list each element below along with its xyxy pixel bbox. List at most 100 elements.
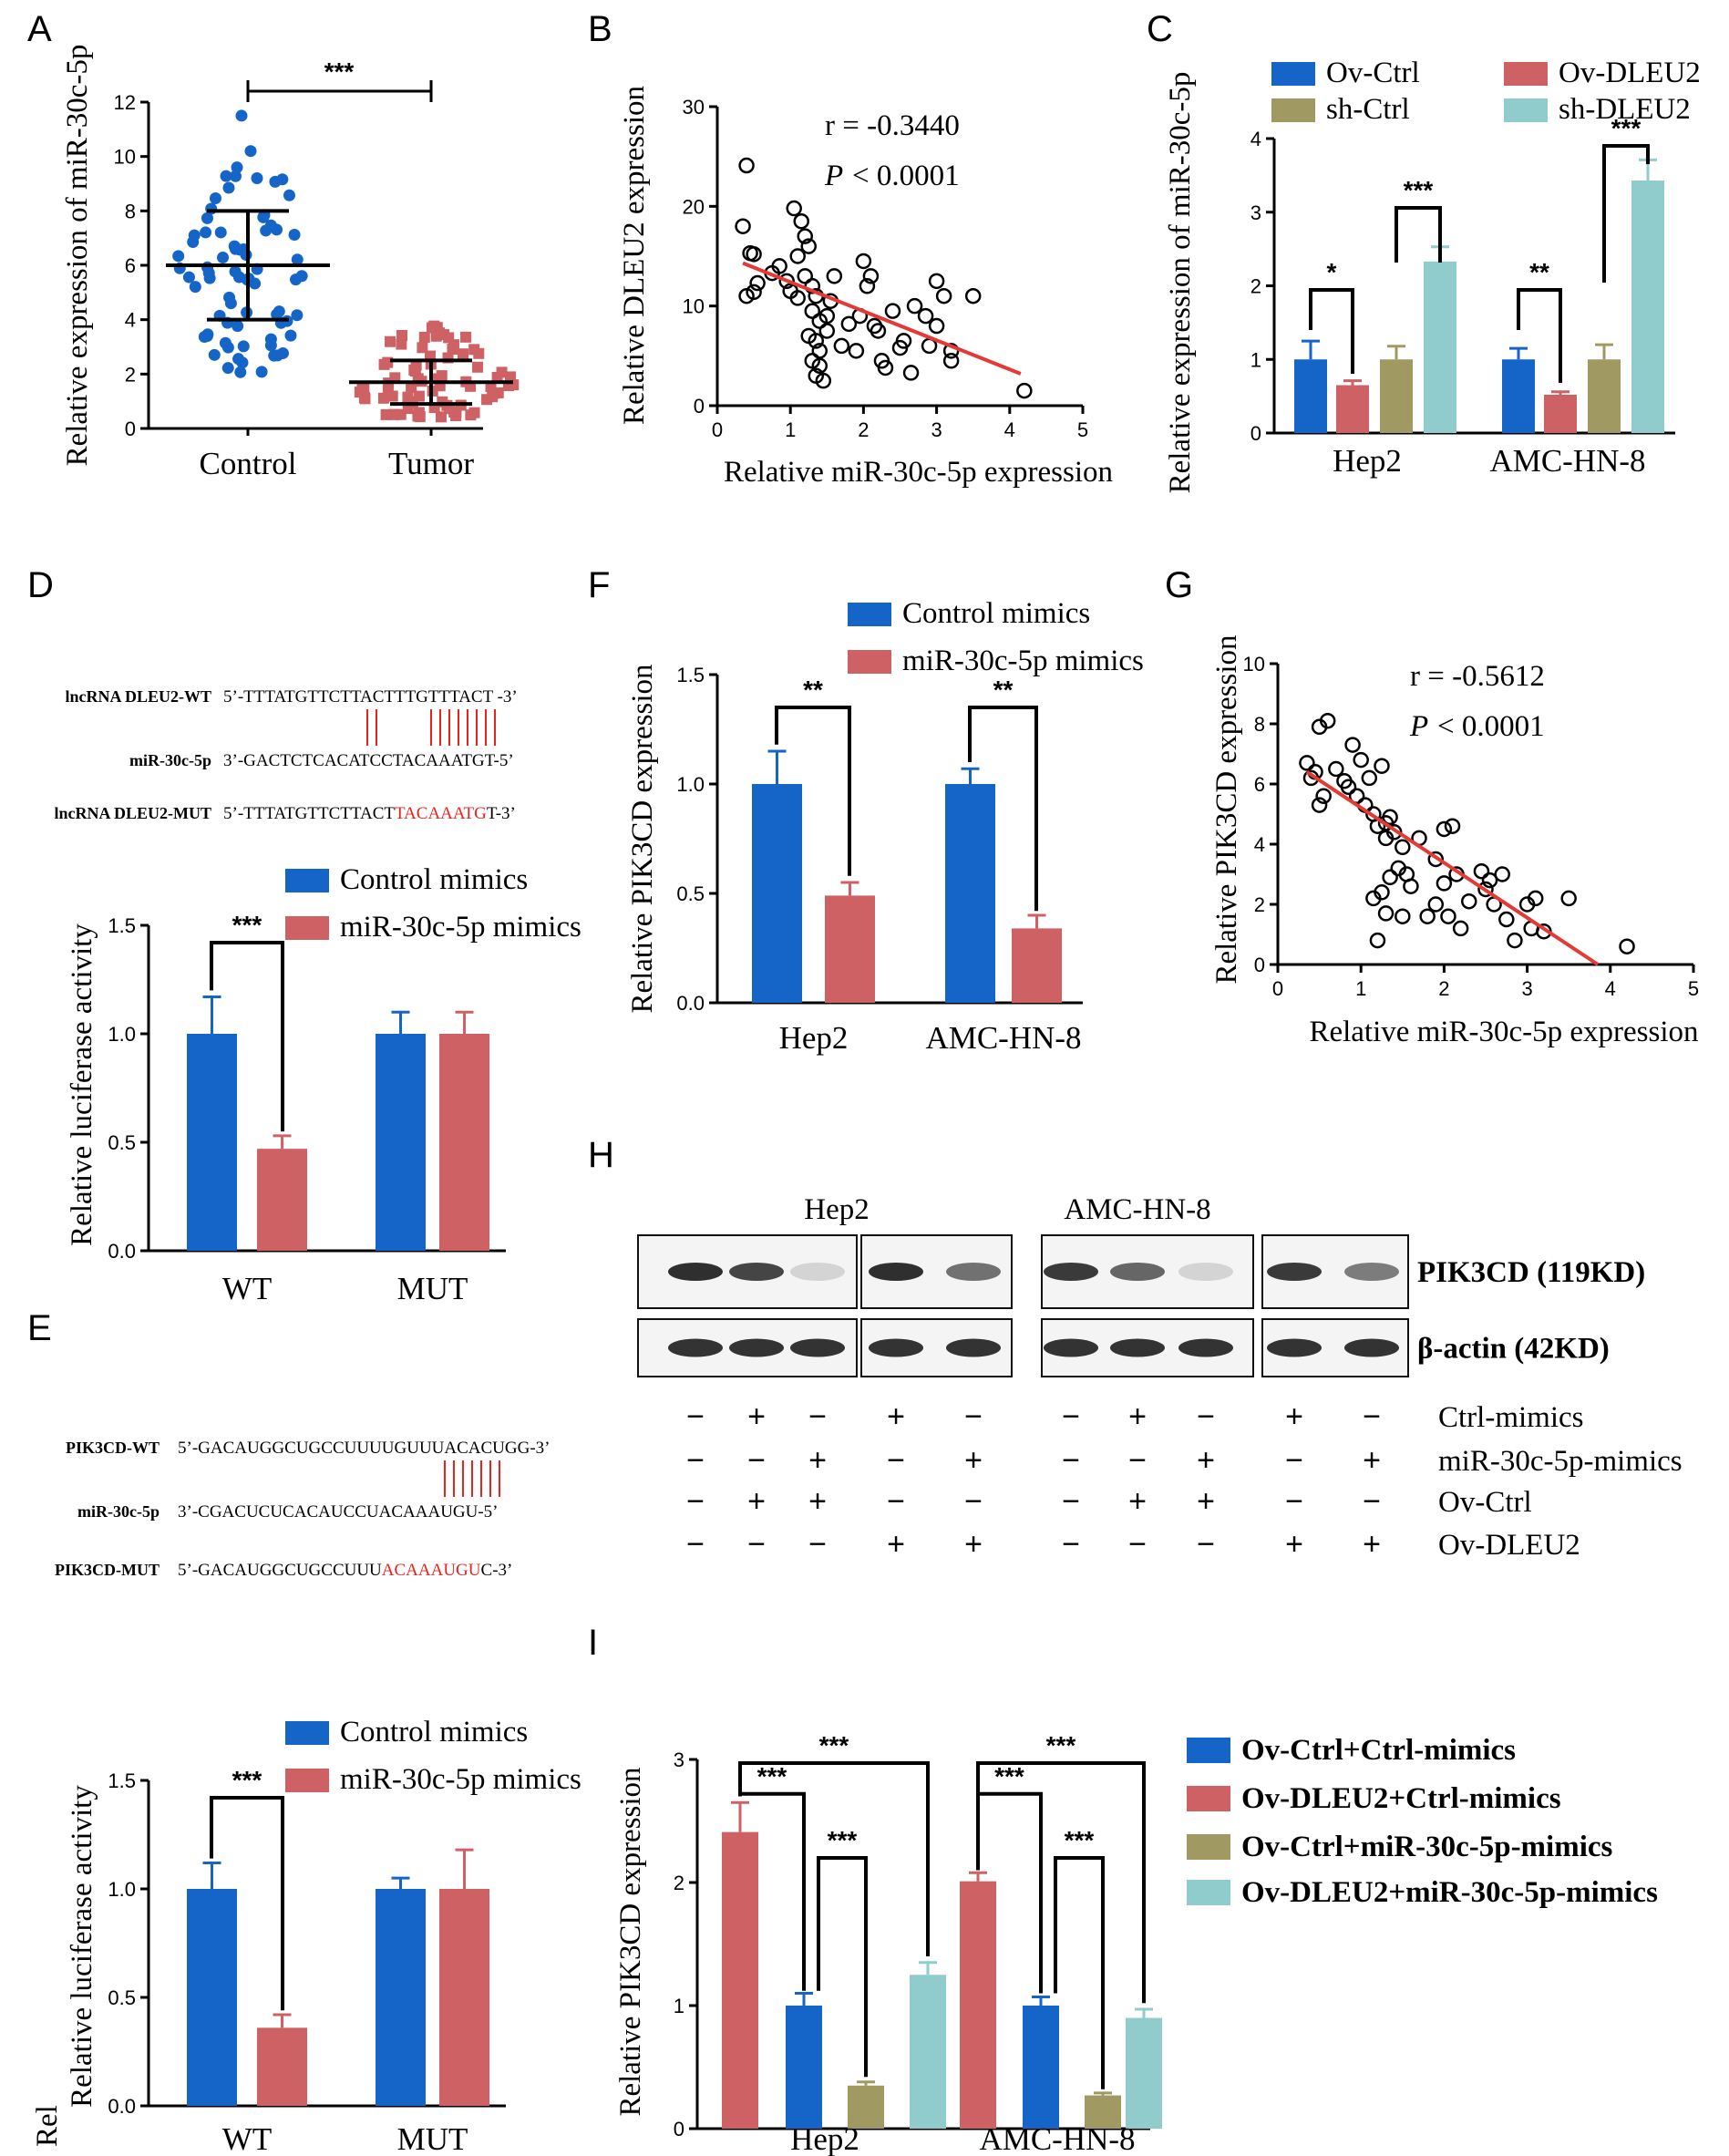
significance-stars: ***: [1065, 1826, 1095, 1854]
bar-miR-30c-5p mimics: [439, 1889, 489, 2106]
y-tick-label: 1.5: [108, 914, 136, 937]
tumor-data-point: [386, 390, 398, 402]
x-category-label: WT: [222, 1271, 272, 1306]
data-point: [1369, 932, 1386, 949]
data-point: [778, 273, 795, 290]
data-point: [738, 287, 755, 304]
actin-band: [1344, 1338, 1399, 1357]
data-point: [797, 228, 813, 244]
data-point: [877, 359, 894, 377]
treatment-sign: +: [808, 1484, 827, 1519]
data-point: [1328, 760, 1344, 778]
data-point: [1419, 908, 1436, 924]
y-axis-title: Relative PIK3CD expression: [1210, 634, 1243, 984]
tumor-data-point: [417, 342, 428, 354]
y-tick-label: 0: [674, 2118, 684, 2141]
y-axis-title: Relative expression of miR-30c-5p: [61, 45, 94, 467]
bar-Ov-DLEU2+Ctrl-mimics: [960, 1881, 996, 2129]
tumor-data-point: [408, 364, 420, 376]
mut-sequence-mut-red: ACAAAUGU: [382, 1561, 481, 1580]
treatment-sign: +: [887, 1399, 905, 1434]
bar-Control mimics: [187, 1034, 237, 1251]
data-point: [804, 278, 821, 294]
y-tick-label: 1: [674, 1995, 684, 2017]
data-point: [1560, 890, 1577, 907]
treatment-sign: −: [1128, 1527, 1147, 1562]
tumor-data-point: [402, 391, 414, 403]
treatment-sign: +: [964, 1527, 983, 1562]
actin-band: [1178, 1338, 1233, 1357]
significance-bracket: [1602, 144, 1650, 283]
control-data-point: [235, 109, 248, 122]
data-point: [826, 268, 843, 284]
y-tick-label: 12: [114, 91, 136, 114]
x-tick-label: 5: [1077, 418, 1088, 441]
control-data-point: [284, 329, 297, 342]
data-point: [895, 333, 912, 349]
legend-label: Ov-DLEU2+Ctrl-mimics: [1241, 1782, 1561, 1815]
control-data-point: [217, 252, 230, 264]
data-point: [1452, 920, 1469, 937]
tumor-data-point: [468, 407, 480, 418]
p-value: < 0.0001: [852, 160, 960, 192]
legend-swatch: [1504, 62, 1548, 86]
treatment-sign: +: [1128, 1399, 1147, 1434]
legend-swatch: [1271, 62, 1315, 86]
y-tick-label: 30: [683, 96, 705, 119]
y-tick-label: 1.0: [108, 1023, 136, 1046]
legend-swatch: [285, 1769, 329, 1792]
significance-stars: ***: [828, 1826, 858, 1854]
data-point: [1365, 890, 1382, 907]
treatment-sign: −: [747, 1527, 766, 1562]
control-data-point: [295, 270, 308, 283]
regression-line: [1305, 770, 1600, 966]
control-data-point: [205, 202, 218, 215]
data-point: [1403, 878, 1419, 894]
data-point: [1527, 890, 1544, 907]
treatment-sign: −: [964, 1399, 983, 1434]
treatment-label: Ctrl-mimics: [1438, 1401, 1584, 1434]
bar-Ov-Ctrl+miR-30c-5p-mimics: [848, 2085, 884, 2129]
mut-sequence: 5’-GACAUGGCUGCCUUUACAAAUGUC-3’: [178, 1561, 512, 1580]
mirna-sequence: 3’-CGACUCUCACAUCCUACAAAUGU-5’: [178, 1502, 499, 1522]
data-point: [815, 372, 832, 389]
data-point: [1377, 905, 1395, 922]
significance-bracket: [976, 1791, 1043, 1994]
mut-sequence-mut-red: TACAAATG: [395, 804, 487, 823]
legend-label: Control mimics: [902, 597, 1090, 630]
x-tick-label: 1: [785, 418, 796, 441]
data-point: [1440, 908, 1456, 924]
regression-line: [742, 261, 1022, 376]
legend-swatch: [285, 1721, 329, 1745]
significance-bracket: [1054, 1856, 1105, 2089]
y-tick-label: 8: [1254, 713, 1265, 736]
data-point: [935, 287, 952, 304]
treatment-sign: −: [1062, 1484, 1080, 1519]
control-data-point: [255, 366, 268, 378]
data-point: [928, 317, 945, 335]
legend-swatch: [1271, 98, 1315, 122]
data-point: [771, 258, 787, 274]
treatment-label: Ov-DLEU2: [1438, 1529, 1580, 1562]
actin-band: [668, 1338, 723, 1357]
bar-Control mimics: [376, 1034, 426, 1251]
legend-swatch: [1187, 1786, 1230, 1811]
mut-sequence-mut-prefix: 5’-GACAUGGCUGCCUUU: [178, 1561, 382, 1580]
data-point: [1498, 911, 1515, 928]
bar-miR-30c-5p mimics: [825, 895, 875, 1003]
significance-stars: ***: [1611, 114, 1642, 142]
significance-bracket: [968, 706, 1038, 912]
p-symbol: P: [1409, 710, 1428, 743]
control-data-point: [229, 265, 242, 278]
data-point: [738, 157, 755, 174]
x-category-label: AMC-HN-8: [979, 2121, 1135, 2156]
x-category-label: MUT: [397, 2121, 468, 2156]
pik3cd-band: [869, 1263, 923, 1281]
y-axis-title: Relative expression of miR-30c-5p: [1164, 72, 1197, 494]
treatment-label: Ov-Ctrl: [1438, 1486, 1532, 1519]
mut-sequence-mut-prefix: 5’-TTTATGTTCTTACT: [223, 804, 395, 823]
x-tick-label: 3: [1521, 977, 1532, 1000]
y-tick-label: 20: [683, 195, 705, 218]
y-tick-label: 0: [1250, 422, 1261, 445]
bar-Ov-Ctrl: [1294, 359, 1327, 433]
